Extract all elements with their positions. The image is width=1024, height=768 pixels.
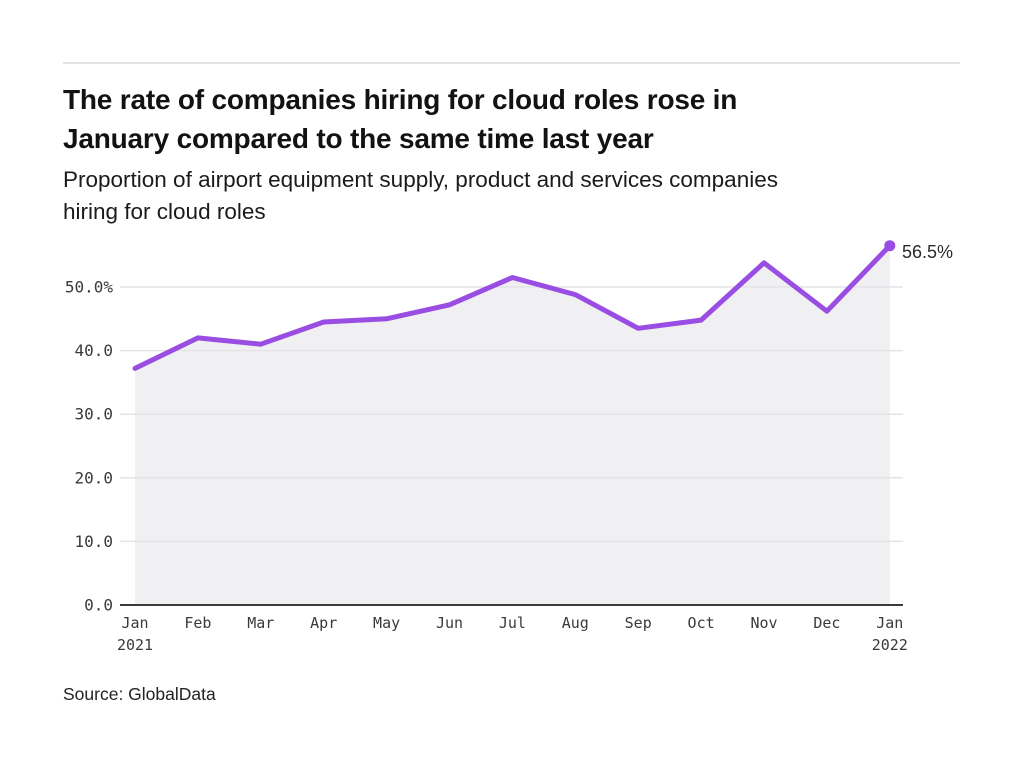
y-tick-label: 40.0 (74, 341, 113, 360)
end-value-annotation: 56.5% (902, 242, 954, 262)
x-tick-label: Mar (247, 614, 274, 632)
page-title-line2: January compared to the same time last y… (63, 123, 654, 154)
x-tick-year-label: 2021 (117, 636, 153, 654)
x-tick-label: Nov (750, 614, 777, 632)
y-tick-label: 30.0 (74, 405, 113, 424)
x-tick-label: Oct (688, 614, 715, 632)
x-tick-year-label: 2022 (872, 636, 908, 654)
x-tick-label: Apr (310, 614, 337, 632)
x-tick-label: Aug (562, 614, 589, 632)
header-divider (63, 62, 960, 64)
area-fill (135, 245, 890, 605)
chart-subtitle-line1: Proportion of airport equipment supply, … (63, 167, 778, 192)
x-tick-label: Feb (184, 614, 211, 632)
x-tick-label: Jul (499, 614, 526, 632)
x-tick-label: Jun (436, 614, 463, 632)
x-tick-label: Jan (876, 614, 903, 632)
x-tick-label: Dec (813, 614, 840, 632)
x-tick-label: Jan (121, 614, 148, 632)
page-title-line1: The rate of companies hiring for cloud r… (63, 84, 738, 115)
page-title: The rate of companies hiring for cloud r… (63, 80, 943, 158)
y-tick-label: 50.0% (65, 278, 114, 297)
y-tick-label: 20.0 (74, 468, 113, 487)
source-caption: Source: GlobalData (63, 684, 216, 704)
x-tick-label: May (373, 614, 400, 632)
x-tick-label: Sep (625, 614, 652, 632)
end-point-dot (884, 240, 896, 252)
trend-line (132, 243, 893, 371)
y-tick-label: 0.0 (84, 596, 113, 615)
chart-subtitle: Proportion of airport equipment supply, … (63, 164, 943, 228)
chart-subtitle-line2: hiring for cloud roles (63, 199, 266, 224)
y-tick-label: 10.0 (74, 532, 113, 551)
